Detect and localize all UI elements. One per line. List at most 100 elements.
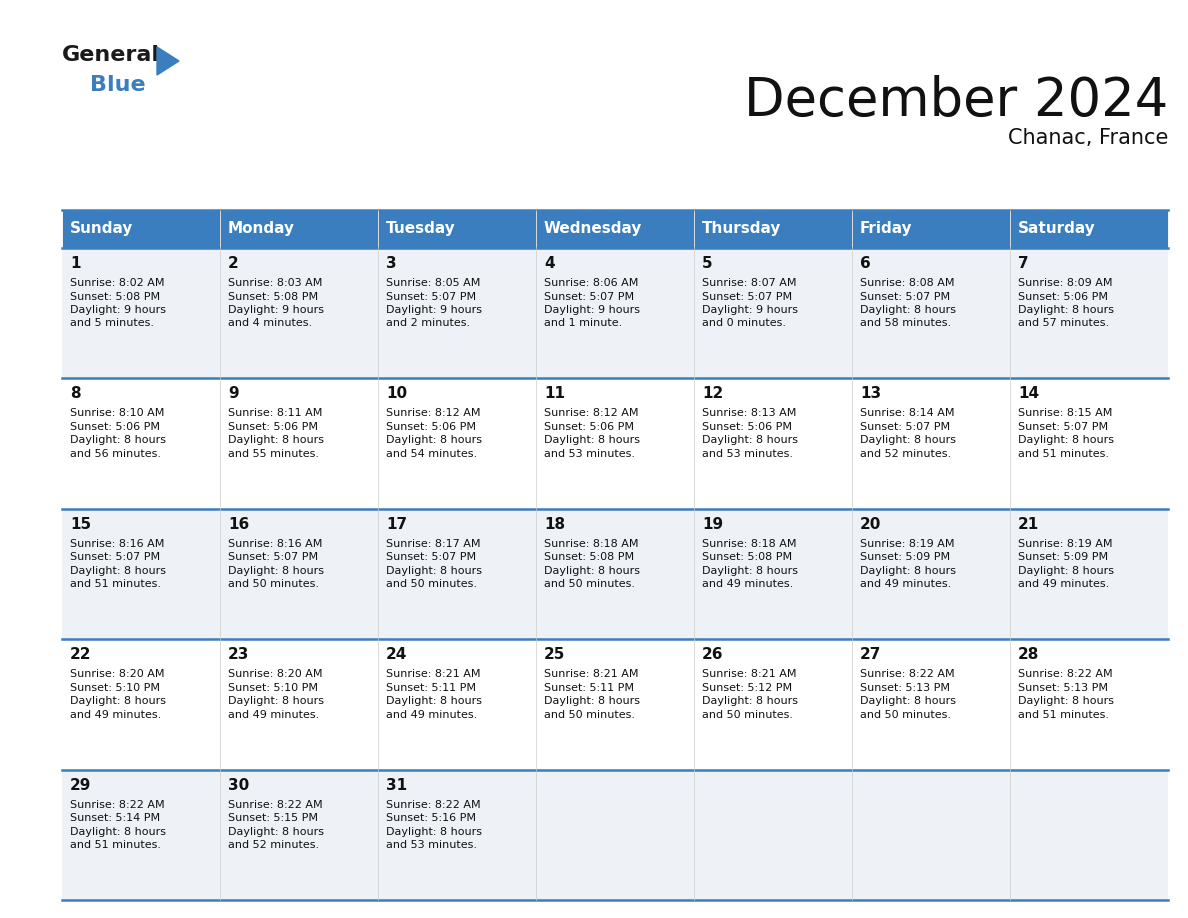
Text: 16: 16 xyxy=(228,517,249,532)
Text: Daylight: 8 hours: Daylight: 8 hours xyxy=(1018,565,1114,576)
Text: General: General xyxy=(62,45,160,65)
Bar xyxy=(378,639,536,769)
Text: and 51 minutes.: and 51 minutes. xyxy=(1018,710,1110,720)
Text: 7: 7 xyxy=(1018,256,1029,271)
Text: Sunrise: 8:10 AM: Sunrise: 8:10 AM xyxy=(70,409,164,419)
Bar xyxy=(536,210,694,248)
Text: Daylight: 8 hours: Daylight: 8 hours xyxy=(70,565,166,576)
Text: Sunset: 5:11 PM: Sunset: 5:11 PM xyxy=(386,683,476,693)
Text: Friday: Friday xyxy=(860,221,912,237)
Text: Sunset: 5:08 PM: Sunset: 5:08 PM xyxy=(702,553,792,563)
Text: Daylight: 9 hours: Daylight: 9 hours xyxy=(228,305,324,315)
Text: and 49 minutes.: and 49 minutes. xyxy=(702,579,794,589)
Text: Daylight: 9 hours: Daylight: 9 hours xyxy=(70,305,166,315)
Text: and 49 minutes.: and 49 minutes. xyxy=(228,710,320,720)
Bar xyxy=(694,509,852,639)
Text: and 0 minutes.: and 0 minutes. xyxy=(702,319,786,329)
Bar xyxy=(694,769,852,900)
Text: Sunset: 5:07 PM: Sunset: 5:07 PM xyxy=(70,553,160,563)
Text: Sunrise: 8:09 AM: Sunrise: 8:09 AM xyxy=(1018,278,1112,288)
Text: Sunset: 5:07 PM: Sunset: 5:07 PM xyxy=(228,553,318,563)
Text: Saturday: Saturday xyxy=(1018,221,1095,237)
Text: Daylight: 8 hours: Daylight: 8 hours xyxy=(386,826,482,836)
Text: 27: 27 xyxy=(860,647,881,662)
Text: Sunrise: 8:08 AM: Sunrise: 8:08 AM xyxy=(860,278,954,288)
Text: Sunrise: 8:16 AM: Sunrise: 8:16 AM xyxy=(70,539,164,549)
Bar xyxy=(852,509,1010,639)
Text: Monday: Monday xyxy=(228,221,295,237)
Text: Daylight: 8 hours: Daylight: 8 hours xyxy=(386,435,482,445)
Text: and 50 minutes.: and 50 minutes. xyxy=(702,710,794,720)
Text: and 5 minutes.: and 5 minutes. xyxy=(70,319,154,329)
Text: 5: 5 xyxy=(702,256,713,271)
Text: and 2 minutes.: and 2 minutes. xyxy=(386,319,470,329)
Bar xyxy=(694,639,852,769)
Text: and 51 minutes.: and 51 minutes. xyxy=(70,579,162,589)
Text: 14: 14 xyxy=(1018,386,1040,401)
Text: Chanac, France: Chanac, France xyxy=(1007,128,1168,148)
Text: 2: 2 xyxy=(228,256,239,271)
Text: 19: 19 xyxy=(702,517,723,532)
Text: Sunset: 5:06 PM: Sunset: 5:06 PM xyxy=(228,422,318,431)
Bar xyxy=(1010,210,1168,248)
Text: Daylight: 8 hours: Daylight: 8 hours xyxy=(70,435,166,445)
Text: Sunset: 5:08 PM: Sunset: 5:08 PM xyxy=(228,292,318,301)
Bar xyxy=(62,248,220,378)
Text: and 55 minutes.: and 55 minutes. xyxy=(228,449,320,459)
Text: Daylight: 8 hours: Daylight: 8 hours xyxy=(860,565,956,576)
Text: Sunset: 5:06 PM: Sunset: 5:06 PM xyxy=(70,422,160,431)
Text: Sunrise: 8:20 AM: Sunrise: 8:20 AM xyxy=(70,669,164,679)
Bar xyxy=(378,248,536,378)
Bar xyxy=(220,769,378,900)
Bar xyxy=(220,378,378,509)
Text: Sunset: 5:16 PM: Sunset: 5:16 PM xyxy=(386,813,476,823)
Text: Daylight: 9 hours: Daylight: 9 hours xyxy=(544,305,640,315)
Bar xyxy=(694,248,852,378)
Text: 22: 22 xyxy=(70,647,91,662)
Text: Sunrise: 8:18 AM: Sunrise: 8:18 AM xyxy=(544,539,638,549)
Text: Sunrise: 8:21 AM: Sunrise: 8:21 AM xyxy=(544,669,638,679)
Text: Sunset: 5:08 PM: Sunset: 5:08 PM xyxy=(544,553,634,563)
Text: and 53 minutes.: and 53 minutes. xyxy=(702,449,794,459)
Bar xyxy=(536,378,694,509)
Text: Sunset: 5:12 PM: Sunset: 5:12 PM xyxy=(702,683,792,693)
Text: 25: 25 xyxy=(544,647,565,662)
Text: Sunset: 5:07 PM: Sunset: 5:07 PM xyxy=(386,292,476,301)
Text: Sunrise: 8:07 AM: Sunrise: 8:07 AM xyxy=(702,278,796,288)
Text: 13: 13 xyxy=(860,386,881,401)
Bar xyxy=(220,509,378,639)
Text: 8: 8 xyxy=(70,386,81,401)
Text: Sunrise: 8:22 AM: Sunrise: 8:22 AM xyxy=(386,800,481,810)
Text: 3: 3 xyxy=(386,256,397,271)
Text: and 1 minute.: and 1 minute. xyxy=(544,319,623,329)
Text: 1: 1 xyxy=(70,256,81,271)
Bar xyxy=(694,210,852,248)
Text: Sunset: 5:14 PM: Sunset: 5:14 PM xyxy=(70,813,160,823)
Text: Sunset: 5:07 PM: Sunset: 5:07 PM xyxy=(702,292,792,301)
Text: Daylight: 8 hours: Daylight: 8 hours xyxy=(702,565,798,576)
Bar xyxy=(852,639,1010,769)
Text: 31: 31 xyxy=(386,778,407,792)
Text: Sunrise: 8:21 AM: Sunrise: 8:21 AM xyxy=(386,669,480,679)
Text: 6: 6 xyxy=(860,256,871,271)
Text: Sunset: 5:11 PM: Sunset: 5:11 PM xyxy=(544,683,634,693)
Text: and 4 minutes.: and 4 minutes. xyxy=(228,319,312,329)
Text: Daylight: 8 hours: Daylight: 8 hours xyxy=(544,435,640,445)
Text: Sunrise: 8:12 AM: Sunrise: 8:12 AM xyxy=(386,409,480,419)
Text: Sunrise: 8:16 AM: Sunrise: 8:16 AM xyxy=(228,539,322,549)
Text: and 54 minutes.: and 54 minutes. xyxy=(386,449,478,459)
Bar xyxy=(62,639,220,769)
Text: Sunrise: 8:11 AM: Sunrise: 8:11 AM xyxy=(228,409,322,419)
Text: Sunrise: 8:15 AM: Sunrise: 8:15 AM xyxy=(1018,409,1112,419)
Text: Sunset: 5:06 PM: Sunset: 5:06 PM xyxy=(1018,292,1108,301)
Text: 11: 11 xyxy=(544,386,565,401)
Text: Daylight: 8 hours: Daylight: 8 hours xyxy=(1018,435,1114,445)
Text: Daylight: 8 hours: Daylight: 8 hours xyxy=(228,565,324,576)
Text: Sunset: 5:13 PM: Sunset: 5:13 PM xyxy=(860,683,950,693)
Bar xyxy=(220,639,378,769)
Bar xyxy=(536,248,694,378)
Text: and 49 minutes.: and 49 minutes. xyxy=(70,710,162,720)
Text: Sunset: 5:09 PM: Sunset: 5:09 PM xyxy=(860,553,950,563)
Bar xyxy=(1010,769,1168,900)
Text: Sunset: 5:07 PM: Sunset: 5:07 PM xyxy=(544,292,634,301)
